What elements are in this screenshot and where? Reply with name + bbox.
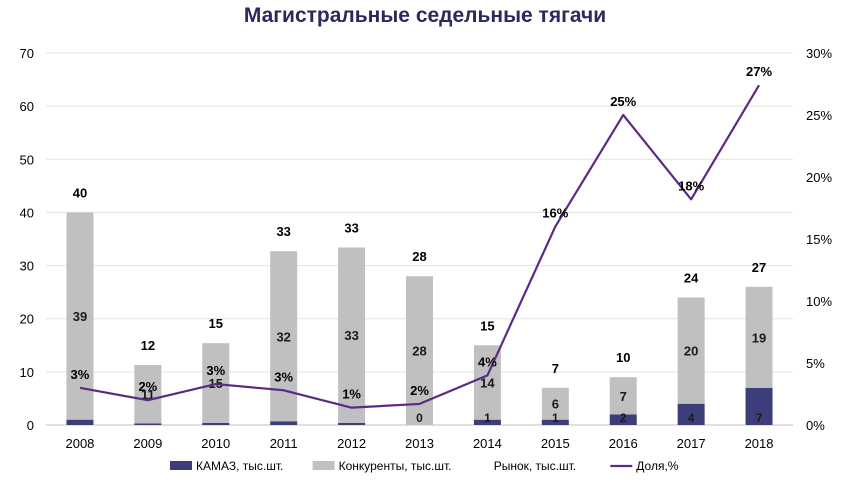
market-total-label: 10 xyxy=(616,350,630,365)
y-left-tick-label: 70 xyxy=(20,46,34,61)
share-data-label: 2% xyxy=(410,383,429,398)
legend-label: Конкуренты, тыс.шт. xyxy=(339,459,452,473)
market-total-label: 33 xyxy=(276,224,290,239)
bar-kamaz xyxy=(66,419,94,425)
y-right-tick-label: 10% xyxy=(806,294,832,309)
y-right-tick-label: 5% xyxy=(806,356,825,371)
y-left-tick-label: 40 xyxy=(20,205,34,220)
bar-kamaz xyxy=(134,423,162,425)
kamaz-data-label: 1 xyxy=(484,411,491,425)
competitors-data-label: 20 xyxy=(684,344,698,359)
bar-competitors xyxy=(66,212,94,420)
y-right-tick-label: 0% xyxy=(806,418,825,433)
bar-kamaz xyxy=(270,421,298,425)
bar-kamaz xyxy=(677,403,705,425)
competitors-data-label: 33 xyxy=(344,328,358,343)
x-tick-label: 2017 xyxy=(677,436,706,451)
market-total-label: 15 xyxy=(480,318,494,333)
y-right-tick-label: 30% xyxy=(806,46,832,61)
share-data-label: 3% xyxy=(71,367,90,382)
bar-competitors xyxy=(745,286,773,388)
share-data-label: 27% xyxy=(746,64,772,79)
legend-label: Рынок, тыс.шт. xyxy=(494,459,576,473)
legend-label: Доля,% xyxy=(636,459,679,473)
bar-kamaz xyxy=(541,419,569,425)
competitors-data-label: 14 xyxy=(480,375,495,390)
share-data-label: 1% xyxy=(342,387,361,402)
bar-kamaz xyxy=(745,387,773,425)
share-data-label: 3% xyxy=(206,363,225,378)
y-left-tick-label: 20 xyxy=(20,312,34,327)
competitors-data-label: 19 xyxy=(752,330,766,345)
y-right-tick-label: 15% xyxy=(806,232,832,247)
bar-kamaz xyxy=(338,422,366,425)
market-total-label: 27 xyxy=(752,260,766,275)
legend-swatch-bar xyxy=(312,461,335,470)
share-line xyxy=(79,84,760,409)
x-tick-label: 2018 xyxy=(745,436,774,451)
kamaz-data-label: 0 xyxy=(416,411,423,425)
bar-competitors xyxy=(609,377,637,415)
share-data-label: 16% xyxy=(542,206,568,221)
y-left-tick-label: 30 xyxy=(20,259,34,274)
bar-competitors xyxy=(134,364,162,424)
chart-title: Магистральные седельные тягачи xyxy=(243,4,607,27)
y-left-tick-label: 10 xyxy=(20,365,34,380)
share-data-label: 18% xyxy=(678,178,704,193)
share-data-label: 25% xyxy=(610,94,636,109)
x-tick-label: 2010 xyxy=(201,436,230,451)
kamaz-data-label: 1 xyxy=(552,411,559,425)
competitors-data-label: 6 xyxy=(552,397,559,412)
bar-competitors xyxy=(541,387,569,420)
x-tick-label: 2016 xyxy=(609,436,638,451)
bar-kamaz xyxy=(609,414,637,425)
y-left-tick-label: 0 xyxy=(27,418,34,433)
x-tick-label: 2012 xyxy=(337,436,366,451)
bar-kamaz xyxy=(202,422,230,425)
kamaz-data-label: 4 xyxy=(688,411,695,425)
legend-swatch-bar xyxy=(170,461,192,470)
bar-kamaz xyxy=(473,419,501,425)
market-total-label: 7 xyxy=(552,361,559,376)
market-total-label: 40 xyxy=(73,185,87,200)
x-tick-label: 2014 xyxy=(473,436,502,451)
share-data-label: 2% xyxy=(138,379,157,394)
bar-competitors xyxy=(338,247,366,423)
x-tick-label: 2009 xyxy=(133,436,162,451)
kamaz-data-label: 2 xyxy=(620,411,627,425)
legend-label: КАМАЗ, тыс.шт. xyxy=(196,459,283,473)
market-total-label: 12 xyxy=(141,338,155,353)
market-total-label: 33 xyxy=(344,221,358,236)
competitors-data-label: 7 xyxy=(620,389,627,404)
y-left-tick-label: 50 xyxy=(20,152,34,167)
x-tick-label: 2011 xyxy=(270,436,298,451)
market-total-label: 15 xyxy=(209,316,223,331)
competitors-data-label: 32 xyxy=(276,329,290,344)
y-left-tick-label: 60 xyxy=(20,99,34,114)
competitors-data-label: 39 xyxy=(73,309,87,324)
bar-competitors xyxy=(677,297,705,404)
x-tick-label: 2013 xyxy=(405,436,434,451)
kamaz-data-label: 7 xyxy=(756,411,763,425)
market-total-label: 24 xyxy=(684,270,699,285)
y-right-tick-label: 25% xyxy=(806,108,832,123)
market-total-label: 28 xyxy=(412,249,426,264)
x-tick-label: 2008 xyxy=(65,436,94,451)
x-tick-label: 2015 xyxy=(541,436,570,451)
share-data-label: 3% xyxy=(274,369,293,384)
competitors-data-label: 28 xyxy=(412,344,426,359)
y-right-tick-label: 20% xyxy=(806,170,832,185)
share-data-label: 4% xyxy=(478,354,497,369)
